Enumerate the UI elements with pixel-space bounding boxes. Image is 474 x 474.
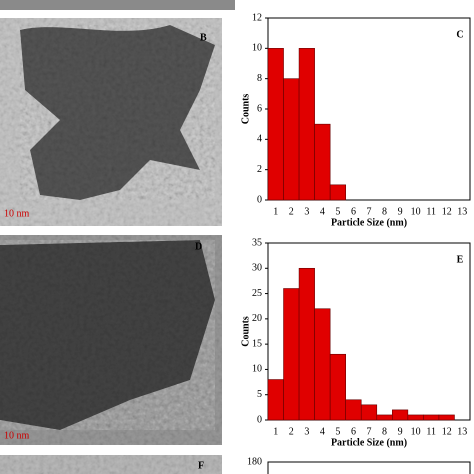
- y-axis-label: Counts: [240, 94, 251, 125]
- x-axis-label: Particle Size (nm): [331, 217, 407, 228]
- bar: [314, 123, 331, 201]
- bar: [283, 78, 300, 201]
- x-tick-label: 3: [304, 206, 309, 217]
- y-tick-label: 35: [252, 237, 262, 248]
- y-tick-label: 6: [257, 103, 262, 114]
- panel-label: D: [195, 241, 202, 252]
- y-tick-label: 25: [252, 288, 262, 299]
- y-tick-label: 4: [257, 134, 262, 145]
- x-tick-label: 8: [382, 206, 387, 217]
- plot-frame: [267, 461, 471, 474]
- y-tick-label: 8: [257, 73, 262, 84]
- bar: [360, 404, 378, 421]
- bar: [329, 353, 346, 421]
- y-axis-label: Counts: [240, 316, 251, 347]
- x-tick-label: 4: [320, 206, 325, 217]
- x-tick-label: 6: [351, 426, 356, 437]
- x-tick-label: 3: [304, 426, 309, 437]
- bar: [376, 414, 393, 421]
- panel-label: B: [200, 32, 207, 43]
- x-tick-label: 4: [320, 426, 325, 437]
- bar: [298, 48, 315, 201]
- x-tick-label: 2: [289, 206, 294, 217]
- x-tick-label: 13: [457, 426, 467, 437]
- panel-label: C: [456, 29, 463, 40]
- y-tick-label: 180: [247, 456, 262, 467]
- y-tick-label: 12: [252, 12, 262, 23]
- bar: [267, 48, 284, 201]
- x-tick-label: 7: [367, 206, 372, 217]
- image-f: F: [0, 455, 222, 474]
- bar: [438, 414, 455, 421]
- y-tick-label: 30: [252, 263, 262, 274]
- y-tick-label: 0: [257, 194, 262, 205]
- x-tick-label: 9: [398, 206, 403, 217]
- bar: [314, 308, 331, 421]
- x-tick-label: 12: [442, 426, 452, 437]
- x-tick-label: 10: [411, 206, 421, 217]
- bar: [283, 288, 300, 421]
- x-tick-label: 11: [426, 206, 436, 217]
- y-tick-label: 0: [257, 414, 262, 425]
- y-tick-label: 10: [252, 364, 262, 375]
- bar: [298, 267, 315, 421]
- y-tick-label: 2: [257, 164, 262, 175]
- bar: [423, 414, 440, 421]
- bar: [267, 379, 284, 421]
- x-tick-label: 6: [351, 206, 356, 217]
- x-tick-label: 8: [382, 426, 387, 437]
- x-tick-label: 2: [289, 426, 294, 437]
- y-tick-label: 20: [252, 313, 262, 324]
- panel-label: E: [457, 254, 464, 265]
- image-d: D 10 nm: [0, 235, 222, 445]
- x-tick-label: 1: [273, 426, 278, 437]
- scale-label: 10 nm: [4, 208, 30, 219]
- x-tick-label: 9: [398, 426, 403, 437]
- panel-label: F: [198, 460, 204, 471]
- image-b: B 10 nm: [0, 18, 222, 226]
- x-tick-label: 7: [367, 426, 372, 437]
- bar: [392, 409, 409, 421]
- image-a-edge: [0, 0, 235, 10]
- scale-label: 10 nm: [4, 430, 30, 441]
- x-tick-label: 13: [457, 206, 467, 217]
- x-axis-label: Particle Size (nm): [331, 437, 407, 448]
- bar: [407, 414, 424, 421]
- x-tick-label: 1: [273, 206, 278, 217]
- x-tick-label: 11: [426, 426, 436, 437]
- y-tick-label: 5: [257, 389, 262, 400]
- x-tick-label: 5: [335, 206, 340, 217]
- y-tick-label: 15: [252, 338, 262, 349]
- y-tick-label: 10: [252, 43, 262, 54]
- bar: [329, 184, 346, 201]
- x-tick-label: 12: [442, 206, 452, 217]
- bar: [345, 399, 362, 421]
- x-tick-label: 10: [411, 426, 421, 437]
- x-tick-label: 5: [335, 426, 340, 437]
